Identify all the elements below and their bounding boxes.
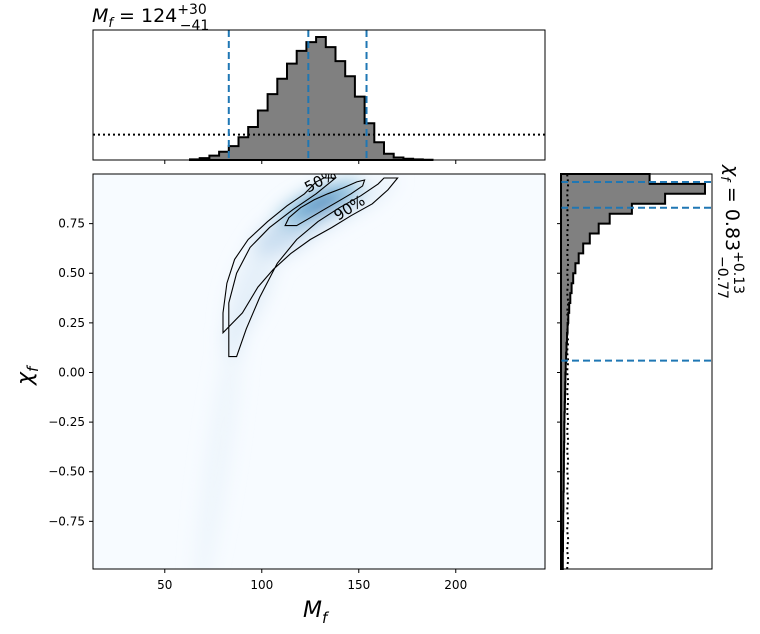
x-tick-label: 50	[157, 578, 172, 592]
x-tick-label: 150	[347, 578, 370, 592]
joint-density-frame	[92, 173, 546, 570]
x-tick-label: 100	[250, 578, 273, 592]
y-tick-label: −0.25	[48, 415, 85, 429]
x-tick-label: 200	[444, 578, 467, 592]
mass-posterior-step	[188, 36, 434, 161]
credible-contours	[222, 177, 399, 358]
density-peak	[314, 197, 333, 208]
y-tick-label: −0.75	[48, 514, 85, 528]
y-tick-label: −0.50	[48, 465, 85, 479]
spin-histogram-ticks	[557, 223, 561, 522]
mass-histogram-bars	[93, 30, 545, 161]
x-axis-label: Mf	[303, 598, 330, 627]
spin-histogram-bars	[560, 173, 712, 570]
y-axis: −0.75 −0.50 −0.25 0.00 0.25 0.50 0.75	[48, 217, 93, 528]
spin-histogram-panel: χf = 0.83+0.13−0.77	[557, 164, 746, 570]
contour-90	[222, 177, 399, 358]
spin-prior-line	[566, 173, 570, 570]
y-axis-label: χf	[13, 364, 42, 386]
mass-histogram-frame	[92, 29, 546, 161]
density-haze	[195, 303, 244, 569]
mass-histogram-panel: Mf = 124+30 −41	[92, 2, 546, 164]
y-tick-label: 0.50	[58, 266, 85, 280]
joint-density-panel: 50% 90% 50 100 150 200 −0.75−0.50−0.250.000…	[13, 173, 546, 627]
x-axis: 50 100 150 200	[157, 569, 467, 592]
spin-title: χf = 0.83+0.13−0.77	[714, 164, 746, 299]
spin-histogram-frame	[560, 173, 713, 570]
mass-title: Mf = 124+30 −41	[92, 2, 209, 34]
y-tick-label: 0.25	[58, 316, 85, 330]
y-tick-label: 0.00	[58, 365, 85, 379]
contour-50	[284, 179, 366, 227]
spin-posterior-step	[560, 173, 706, 570]
mass-histogram-ticks	[164, 160, 457, 164]
y-tick-label: 0.75	[58, 217, 85, 231]
